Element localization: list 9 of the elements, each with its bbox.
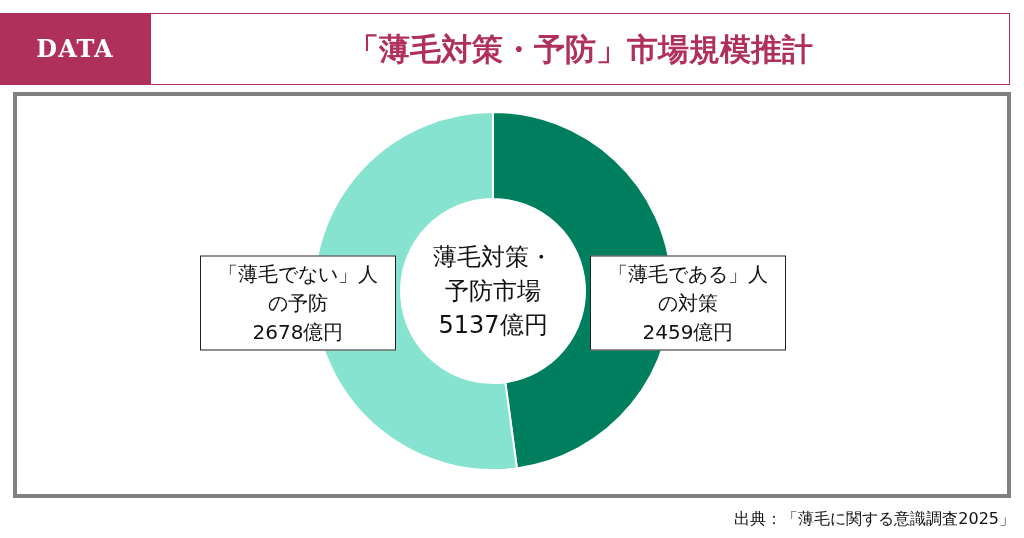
source-note: 出典：「薄毛に関する意識調査2025」: [734, 509, 1015, 530]
slice-label: 「薄毛でない」人の予防: [217, 260, 379, 317]
data-label: 2678億円: [251, 318, 345, 346]
text: 5137億円: [437, 310, 549, 341]
chart-title: 「薄毛対策・予防」市場規模推計: [150, 13, 1010, 85]
text: 薄毛対策・予防市場: [432, 242, 554, 307]
text: DATA: [0, 13, 150, 85]
slice-label: 「薄毛である」人の対策: [607, 260, 769, 317]
data-label: 2459億円: [641, 318, 735, 346]
